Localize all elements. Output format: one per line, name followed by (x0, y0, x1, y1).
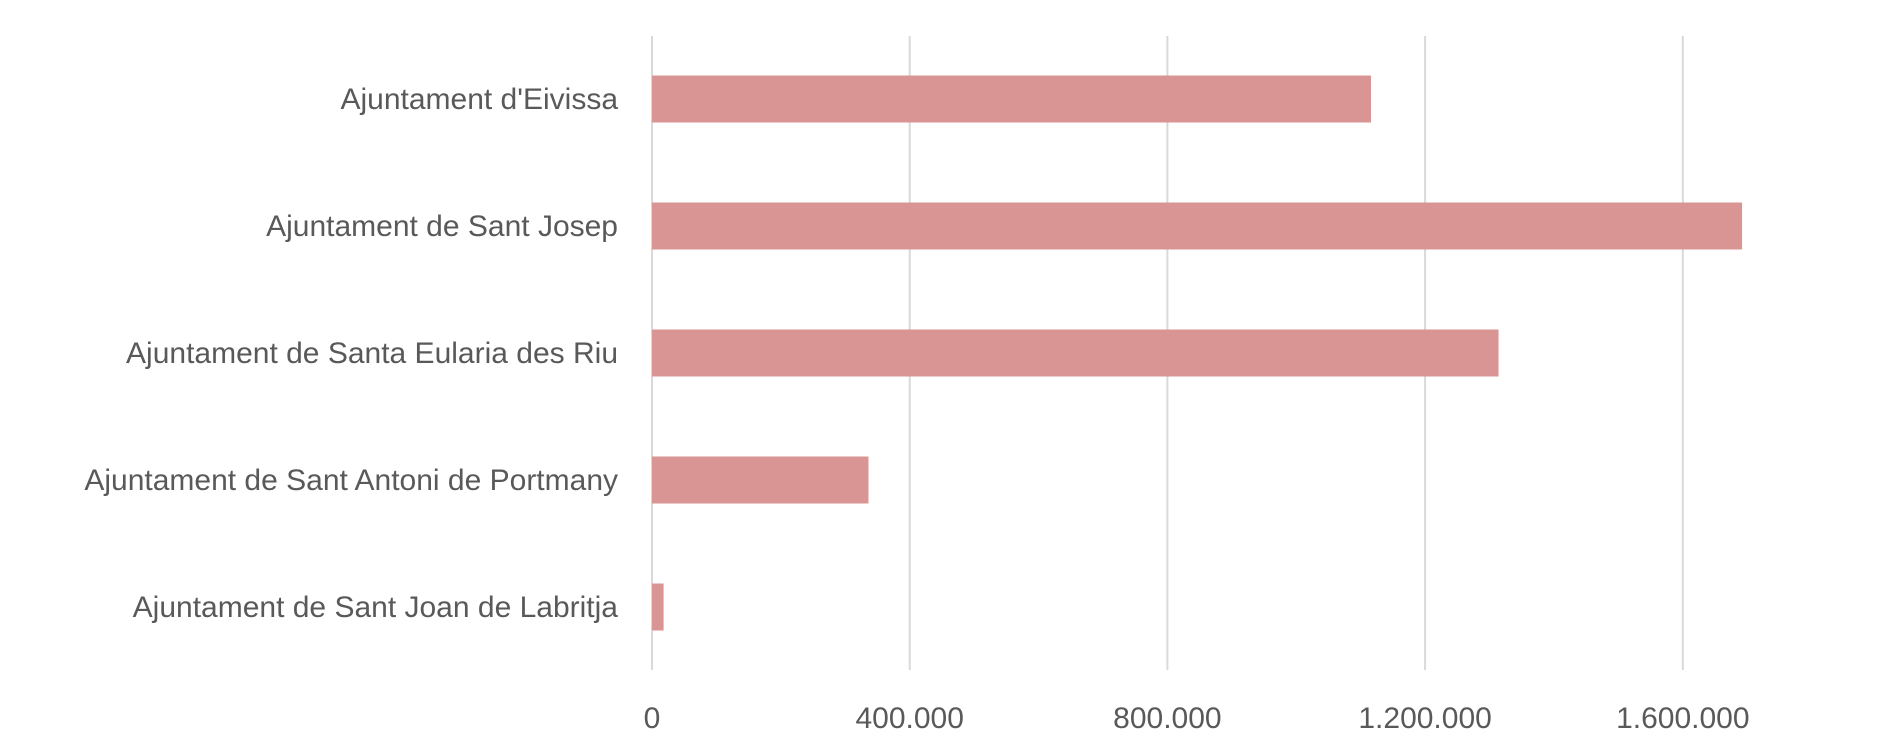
bar-ajuntament-de-sant-josep (652, 202, 1743, 250)
x-tick-label-2: 800.000 (1113, 702, 1221, 735)
x-tick-label-4: 1.600.000 (1616, 702, 1749, 735)
category-labels: Ajuntament d'Eivissa Ajuntament de Sant J… (84, 83, 618, 624)
category-label-ajuntament-de-sant-antoni-de-portmany: Ajuntament de Sant Antoni de Portmany (84, 464, 618, 497)
bars (652, 75, 1743, 631)
x-tick-label-1: 400.000 (855, 702, 963, 735)
x-axis-tick-labels: 0 400.000 800.000 1.200.000 1.600.000 (644, 702, 1750, 735)
bar-ajuntament-de-santa-eularia-des-riu (652, 329, 1499, 377)
category-label-ajuntament-de-sant-josep: Ajuntament de Sant Josep (266, 210, 618, 243)
bar-ajuntament-de-sant-joan-de-labritja (652, 583, 664, 631)
bar-ajuntament-d-eivissa (652, 75, 1371, 123)
x-tick-label-0: 0 (644, 702, 661, 735)
bar-ajuntament-de-sant-antoni-de-portmany (652, 456, 869, 504)
x-tick-label-3: 1.200.000 (1358, 702, 1491, 735)
category-label-ajuntament-de-sant-joan-de-labritja: Ajuntament de Sant Joan de Labritja (133, 591, 619, 624)
category-label-ajuntament-de-santa-eularia-des-riu: Ajuntament de Santa Eularia des Riu (126, 337, 618, 370)
category-label-ajuntament-d-eivissa: Ajuntament d'Eivissa (340, 83, 618, 116)
